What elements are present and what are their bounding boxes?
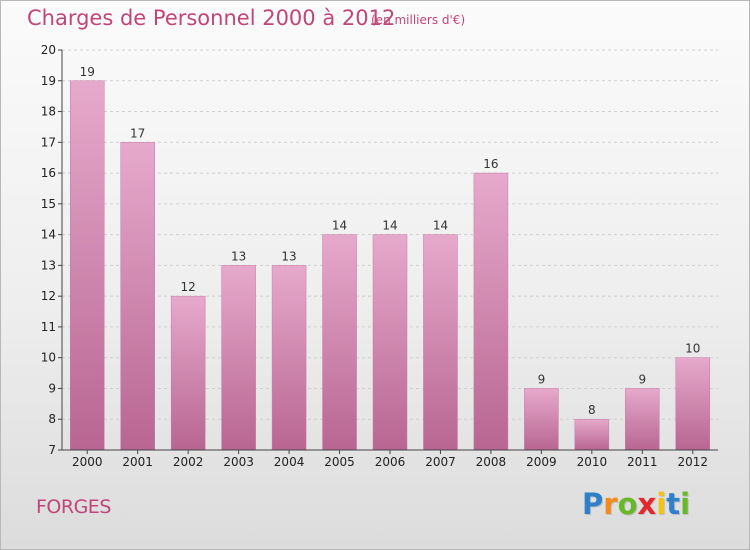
bar-2001: [120, 142, 155, 451]
x-tick-label-2001: 2001: [122, 455, 153, 469]
data-label-2004: 13: [281, 249, 296, 263]
y-tick-label: 18: [41, 105, 56, 119]
x-tick-label-2010: 2010: [577, 455, 608, 469]
y-tick-label: 15: [41, 197, 56, 211]
x-tick-label-2007: 2007: [425, 455, 456, 469]
logo-letter: t: [666, 487, 681, 521]
data-label-2002: 12: [181, 280, 196, 294]
bar-2009: [524, 388, 559, 451]
data-label-2005: 14: [332, 219, 347, 233]
y-tick-label: 14: [41, 228, 56, 242]
bar-2011: [625, 388, 660, 451]
logo-letter: i: [656, 487, 667, 521]
bars: 19 17 12 13 13 14 14 14 16 9 8 9 10: [69, 65, 711, 451]
bar-2003: [221, 265, 256, 451]
y-tick-label: 11: [41, 320, 56, 334]
bar-2008: [473, 172, 509, 451]
y-tick-label: 20: [41, 43, 56, 57]
data-label-2003: 13: [231, 249, 246, 263]
data-label-2011: 9: [638, 372, 646, 386]
commune-name: FORGES: [36, 496, 111, 518]
bar-2007: [423, 234, 458, 451]
x-tick-label-2009: 2009: [526, 455, 557, 469]
x-tick-label-2000: 2000: [72, 455, 103, 469]
data-label-2000: 19: [80, 65, 95, 79]
y-tick-label: 13: [41, 258, 56, 272]
y-tick-label: 7: [48, 443, 56, 457]
y-tick-label: 12: [41, 289, 56, 303]
logo-letter: P: [582, 487, 604, 521]
data-label-2010: 8: [588, 403, 596, 417]
x-tick-label-2012: 2012: [677, 455, 708, 469]
x-tick-label-2003: 2003: [223, 455, 254, 469]
bar-2004: [271, 265, 307, 451]
chart-title: Charges de Personnel 2000 à 2012: [27, 6, 396, 30]
y-tick-label: 9: [48, 381, 56, 395]
x-tick-label-2006: 2006: [375, 455, 406, 469]
x-tick-label-2008: 2008: [476, 455, 507, 469]
x-tick-label-2011: 2011: [627, 455, 658, 469]
bar-2012: [675, 357, 711, 451]
y-tick-label: 19: [41, 74, 56, 88]
chart-subtitle: (en milliers d'€): [371, 13, 466, 27]
data-label-2012: 10: [685, 342, 700, 356]
y-tick-label: 8: [48, 412, 56, 426]
data-label-2006: 14: [382, 219, 397, 233]
logo-letter: i: [680, 487, 691, 521]
data-label-2001: 17: [130, 126, 145, 140]
data-label-2007: 14: [433, 219, 448, 233]
axes: 7 8 9 10 11 12 13 14 15 16 17 18 19 20 2000 2001 2002 200…: [41, 43, 718, 469]
y-tick-label: 17: [41, 135, 56, 149]
bar-2002: [170, 295, 206, 451]
bar-2006: [372, 234, 408, 451]
data-label-2008: 16: [483, 157, 498, 171]
x-tick-label-2004: 2004: [274, 455, 305, 469]
x-tick-label-2002: 2002: [173, 455, 204, 469]
logo-letter: r: [603, 487, 618, 521]
logo-letter: x: [637, 487, 657, 521]
y-tick-label: 10: [41, 351, 56, 365]
proxiti-logo[interactable]: Proxiti: [582, 487, 690, 521]
data-label-2009: 9: [538, 372, 546, 386]
bar-2000: [69, 80, 105, 451]
x-tick-label-2005: 2005: [324, 455, 355, 469]
bar-2005: [322, 234, 357, 451]
y-tick-label: 16: [41, 166, 56, 180]
logo-letter: o: [617, 487, 638, 521]
bar-2010: [574, 418, 610, 451]
